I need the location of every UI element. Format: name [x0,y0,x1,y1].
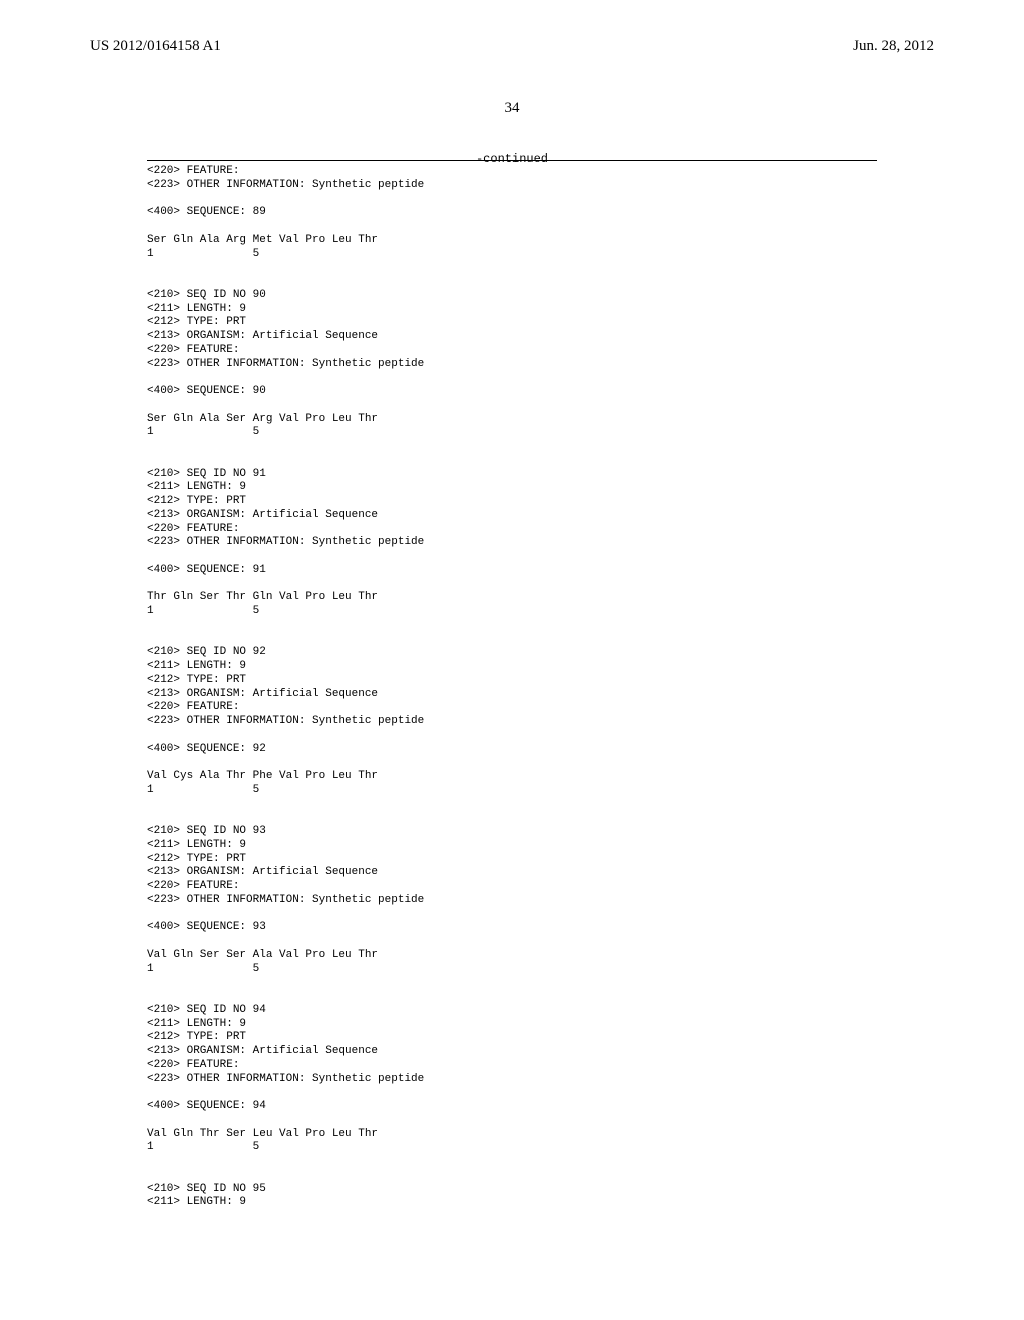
publication-date: Jun. 28, 2012 [853,38,934,55]
publication-number: US 2012/0164158 A1 [90,38,221,55]
divider-top [147,160,877,161]
sequence-listing-content: <220> FEATURE: <223> OTHER INFORMATION: … [147,160,877,1210]
sequence-text: <220> FEATURE: <223> OTHER INFORMATION: … [147,165,877,1210]
page-number: 34 [0,100,1024,117]
page-header: US 2012/0164158 A1 Jun. 28, 2012 [0,38,1024,55]
